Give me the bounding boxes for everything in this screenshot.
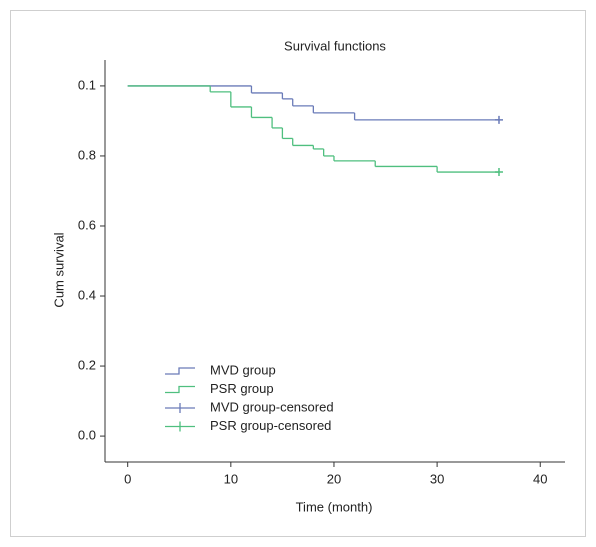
legend-label: MVD group-censored bbox=[210, 399, 334, 414]
x-tick-label: 30 bbox=[430, 471, 444, 486]
legend-label: PSR group-censored bbox=[210, 418, 331, 433]
chart-title: Survival functions bbox=[284, 38, 386, 53]
x-tick-label: 10 bbox=[224, 471, 238, 486]
y-tick-label: 0.2 bbox=[78, 357, 96, 372]
y-tick-label: 0.1 bbox=[78, 77, 96, 92]
y-axis-label: Cum survival bbox=[51, 232, 66, 307]
x-axis-label: Time (month) bbox=[296, 499, 373, 514]
y-tick-label: 0.4 bbox=[78, 287, 96, 302]
legend-label: MVD group bbox=[210, 362, 276, 377]
y-tick-label: 0.0 bbox=[78, 428, 96, 443]
legend-swatch bbox=[165, 367, 195, 375]
y-tick-label: 0.8 bbox=[78, 147, 96, 162]
legend-swatch bbox=[165, 385, 195, 394]
x-tick-label: 0 bbox=[124, 471, 131, 486]
y-tick-label: 0.6 bbox=[78, 217, 96, 232]
legend-swatch bbox=[165, 421, 195, 432]
x-tick-label: 20 bbox=[327, 471, 341, 486]
censor-mark bbox=[494, 115, 503, 124]
frame bbox=[10, 10, 586, 537]
censor-mark bbox=[494, 168, 503, 177]
legend-label: PSR group bbox=[210, 381, 274, 396]
x-tick-label: 40 bbox=[533, 471, 547, 486]
legend-swatch bbox=[165, 403, 195, 413]
